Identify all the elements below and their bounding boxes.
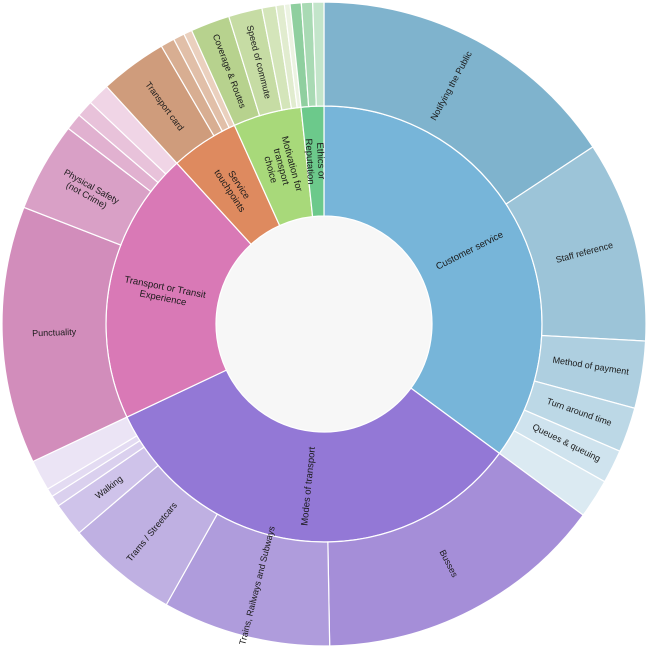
center-disc: [216, 216, 432, 432]
outer-label-punctuality: Punctuality: [32, 327, 77, 339]
inner-label-ethics-or-reputation: Ethics orReputation: [303, 138, 327, 185]
outer-segment-ethics-or-reputation-2[interactable]: [312, 1, 325, 107]
